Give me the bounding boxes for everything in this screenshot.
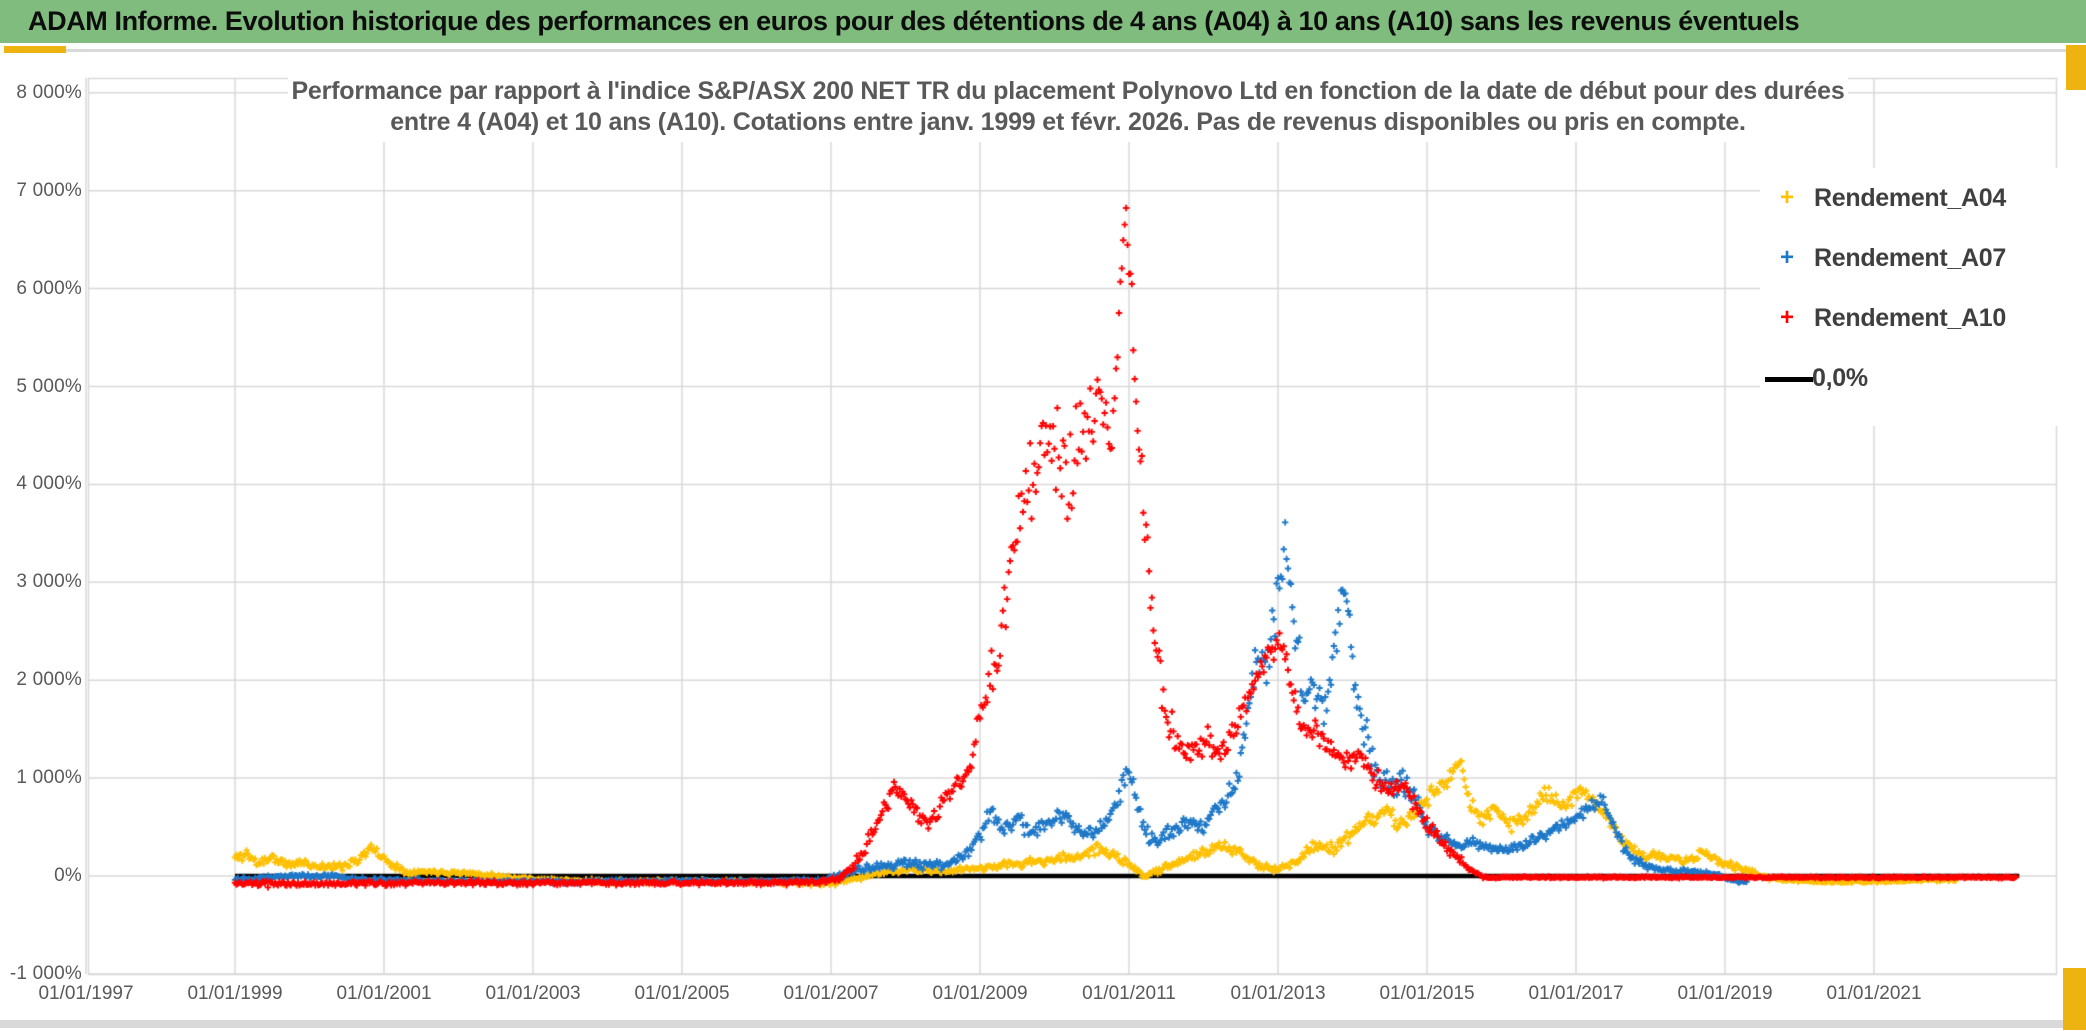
- x-tick-label: 01/01/2001: [336, 983, 432, 1004]
- zero-line-icon: [1765, 377, 1813, 382]
- y-tick-label: 1 000%: [16, 767, 82, 789]
- legend-item-0,0%: 0,0%: [1760, 348, 2058, 408]
- y-tick-label: 7 000%: [16, 179, 82, 201]
- page-title: ADAM Informe. Evolution historique des p…: [28, 6, 1800, 36]
- legend-item-Rendement_A10: + Rendement_A10: [1760, 288, 2058, 348]
- plus-marker-icon: +: [1760, 306, 1814, 330]
- y-tick-label: 3 000%: [16, 571, 82, 593]
- x-tick-label: 01/01/1999: [187, 983, 283, 1004]
- x-tick-label: 01/01/2007: [783, 983, 879, 1004]
- x-tick-label: 01/01/2009: [932, 983, 1028, 1004]
- chart-title: Performance par rapport à l'indice S&P/A…: [288, 72, 1848, 142]
- legend-item-Rendement_A04: + Rendement_A04: [1760, 168, 2058, 228]
- x-tick-label: 01/01/2021: [1826, 983, 1922, 1004]
- plus-marker-icon: +: [1760, 246, 1814, 270]
- divider-strip-bottom: [0, 1020, 2063, 1028]
- y-tick-label: -1 000%: [9, 962, 82, 984]
- zero-line-swatch: [1760, 369, 1814, 387]
- gold-accent-top-right: [2066, 45, 2086, 90]
- divider-strip-top: [66, 49, 2066, 52]
- y-tick-label: 8 000%: [16, 81, 82, 103]
- legend-label: Rendement_A04: [1814, 183, 2006, 212]
- chart-legend: + Rendement_A04 + Rendement_A07 + Rendement_A…: [1760, 168, 2058, 426]
- plus-marker-icon: +: [1779, 304, 1794, 331]
- x-tick-label: 01/01/2005: [634, 983, 730, 1004]
- legend-label: Rendement_A10: [1814, 303, 2006, 332]
- y-tick-label: 4 000%: [16, 473, 82, 495]
- x-tick-label: 01/01/2015: [1379, 983, 1475, 1004]
- plus-marker-icon: +: [1779, 184, 1794, 211]
- y-tick-label: 0%: [54, 865, 82, 886]
- x-tick-label: 01/01/2003: [485, 983, 581, 1004]
- x-tick-label: 01/01/2013: [1230, 983, 1326, 1004]
- legend-label: Rendement_A07: [1814, 243, 2006, 272]
- x-tick-label: 01/01/1997: [38, 983, 134, 1004]
- x-tick-label: 01/01/2011: [1082, 983, 1176, 1004]
- gold-accent-bottom-right: [2063, 968, 2086, 1030]
- y-tick-label: 5 000%: [16, 375, 82, 397]
- legend-item-Rendement_A07: + Rendement_A07: [1760, 228, 2058, 288]
- x-tick-label: 01/01/2019: [1677, 983, 1773, 1004]
- plus-marker-icon: +: [1760, 186, 1814, 210]
- y-tick-label: 6 000%: [16, 277, 82, 299]
- plus-marker-icon: +: [1779, 244, 1794, 271]
- x-tick-label: 01/01/2017: [1528, 983, 1624, 1004]
- y-tick-label: 2 000%: [16, 669, 82, 691]
- legend-label: 0,0%: [1812, 363, 1868, 392]
- header-bar: ADAM Informe. Evolution historique des p…: [0, 0, 2086, 45]
- gold-accent-top-left: [4, 46, 66, 53]
